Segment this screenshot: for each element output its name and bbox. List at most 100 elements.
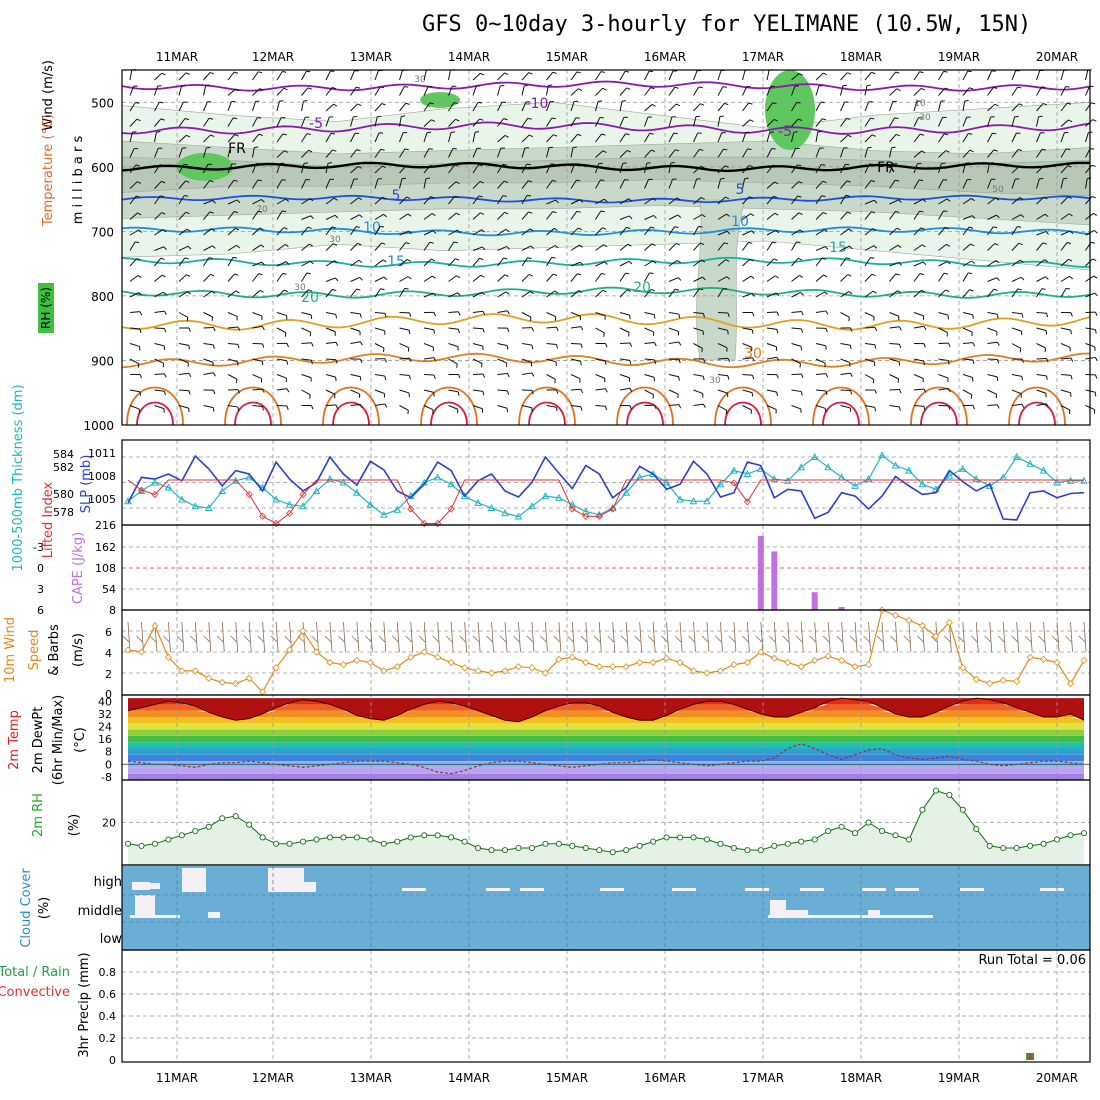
wind-barb-flag	[456, 275, 461, 279]
surface-wind-barb-flag	[593, 635, 601, 643]
thickness-point	[797, 463, 806, 471]
wind-barb	[717, 327, 728, 331]
wind-barb	[693, 165, 702, 174]
temp2m-label-1: 2m Temp	[7, 710, 22, 770]
wind-barb-flag	[1068, 119, 1073, 123]
surface-wind-barb-flag	[809, 635, 816, 643]
wind-speed-point	[272, 664, 280, 672]
wind-barb	[644, 260, 654, 267]
wind-barb-flag	[923, 388, 927, 393]
isotherm-35	[812, 386, 870, 426]
li-point	[434, 519, 442, 528]
rh-point	[246, 821, 253, 828]
wind-barb-flag	[1042, 102, 1047, 106]
surface-wind-barb	[343, 621, 346, 653]
wind-barb	[276, 198, 286, 205]
thickness-point	[1080, 476, 1088, 484]
wind-barb-flag	[945, 150, 950, 153]
wind-barb-flag	[993, 226, 998, 229]
wind-barb-flag	[480, 274, 485, 278]
wind-speed-point	[514, 663, 523, 671]
wind-barb	[203, 180, 211, 189]
wind-barb-flag	[894, 117, 899, 119]
cloud-thin-patch	[600, 888, 624, 891]
wind-barb-flag	[822, 118, 827, 121]
wind-barb-flag	[234, 134, 239, 137]
wind-barb	[203, 326, 214, 329]
wind-barb-flag	[1090, 241, 1096, 244]
surface-wind-barb	[275, 621, 279, 653]
thickness-point	[622, 488, 631, 496]
wind-barb-flag	[649, 272, 654, 274]
wind-barb	[864, 72, 872, 81]
wind-barb	[595, 150, 604, 158]
wind-barb-flag	[357, 165, 362, 169]
wind-barb	[962, 342, 974, 344]
wind-barb-flag	[848, 228, 853, 232]
rh-point	[690, 834, 697, 841]
wind-barb-flag	[529, 228, 534, 232]
wind-barb	[938, 387, 949, 391]
wind-barb	[987, 341, 998, 344]
wind-barb-flag	[602, 227, 607, 230]
wind-barb-flag	[772, 241, 777, 244]
wind-barb	[742, 374, 753, 376]
wind-barb-flag	[650, 226, 655, 229]
date-label-top: 14MAR	[448, 50, 490, 64]
date-label-top: 12MAR	[252, 50, 294, 64]
wind-speed-point	[972, 675, 980, 683]
wind-barb-flag	[381, 165, 387, 169]
wind-barb-flag	[1070, 375, 1073, 380]
wind-barb	[423, 357, 434, 360]
wind-barb-flag	[749, 196, 754, 199]
wind-barb	[546, 358, 557, 363]
wind-barb-flag	[430, 196, 435, 199]
wind-barb-flag	[874, 407, 877, 412]
surface-wind-barb-flag	[216, 635, 224, 643]
wind-barb	[423, 292, 434, 298]
surface-wind-barb	[881, 621, 885, 653]
wind-barb-flag	[285, 261, 290, 265]
wind-barb	[913, 244, 923, 251]
wind-barb	[962, 149, 971, 158]
wind-barb-flag	[237, 326, 241, 331]
wind-barb	[203, 163, 209, 174]
wind-barb-flag	[139, 391, 142, 396]
wind-barb	[913, 273, 921, 282]
wind-barb	[987, 179, 992, 189]
rh-label: 50	[992, 185, 1004, 195]
wind-barb-flag	[311, 405, 314, 410]
wind-barb-flag	[377, 115, 382, 118]
wind-barb-flag	[898, 326, 902, 331]
wind-speed-point	[905, 616, 913, 625]
wind-barb-flag	[703, 358, 706, 363]
wind-barb-flag	[702, 376, 705, 381]
surface-wind-barb	[908, 621, 912, 653]
rh-label: 30	[709, 376, 721, 386]
li-point	[568, 505, 576, 513]
wind-speed-point	[689, 667, 698, 675]
wind-barb-flag	[576, 210, 581, 213]
wind-barb	[717, 312, 729, 314]
wind-barb-flag	[969, 289, 974, 292]
wind-barb-flag	[160, 257, 165, 260]
cape-bar	[838, 607, 845, 610]
wind-barb	[717, 116, 721, 127]
wind-barb	[619, 117, 625, 127]
wind-barb	[374, 103, 383, 112]
isotherm-35	[420, 386, 478, 426]
wind-barb	[1036, 327, 1047, 332]
wind-barb	[350, 132, 356, 143]
wind-barb	[766, 292, 777, 298]
wind-speed-point	[245, 674, 253, 682]
wind-barb-flag	[359, 277, 363, 281]
wind-barb	[570, 244, 580, 251]
cape-tick: 162	[95, 541, 116, 554]
thickness-point	[945, 471, 954, 479]
wind-barb-flag	[160, 195, 165, 198]
wind-barb-flag	[817, 130, 822, 133]
wind-barb-flag	[384, 313, 387, 318]
isotherm-35	[910, 386, 968, 426]
wind-barb	[350, 403, 361, 406]
wind-barb	[1036, 259, 1045, 267]
